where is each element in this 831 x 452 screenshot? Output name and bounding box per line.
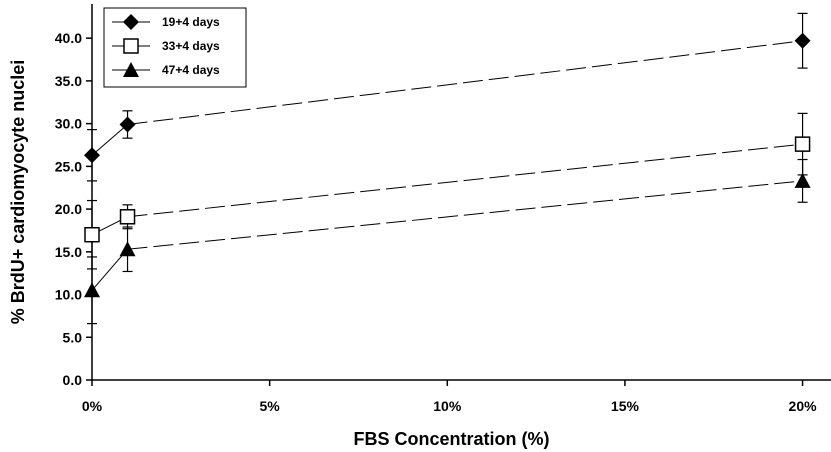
y-tick-label: 10.0	[55, 287, 82, 303]
y-tick-label: 0.0	[63, 372, 83, 388]
series-2	[84, 112, 811, 270]
data-point	[84, 226, 100, 243]
series-line-segment	[91, 124, 128, 156]
x-tick-label: 20%	[789, 398, 818, 414]
legend-label: 47+4 days	[162, 63, 220, 77]
x-tick-label: 10%	[433, 398, 462, 414]
legend: 19+4 days 33+4 days 47+4 days	[103, 7, 247, 88]
legend-marker	[123, 62, 139, 77]
y-tick-label: 5.0	[63, 329, 83, 345]
y-tick-label: 15.0	[55, 244, 82, 260]
series-line-segment	[127, 180, 803, 250]
plot-area	[84, 12, 811, 325]
x-tick-label: 0%	[82, 398, 103, 414]
x-axis-ticks: 0% 5% 10% 15% 20%	[82, 380, 817, 414]
data-point	[794, 32, 811, 49]
series-line-segment	[127, 40, 803, 125]
data-point	[119, 116, 136, 133]
data-point	[119, 241, 136, 257]
data-point	[84, 282, 100, 298]
x-tick-label: 15%	[611, 398, 640, 414]
y-tick-label: 25.0	[55, 158, 82, 174]
legend-label: 19+4 days	[162, 15, 220, 29]
legend-marker	[123, 38, 139, 54]
legend-marker	[123, 14, 139, 30]
data-point	[794, 172, 811, 188]
y-tick-label: 35.0	[55, 73, 82, 89]
data-point	[794, 136, 811, 152]
series-3	[84, 158, 811, 325]
legend-label: 33+4 days	[162, 39, 220, 53]
y-axis-title: % BrdU+ cardiomyocyte nuclei	[8, 60, 28, 325]
series-1	[84, 12, 811, 182]
x-tick-label: 5%	[260, 398, 281, 414]
y-tick-label: 40.0	[55, 30, 82, 46]
series-line-segment	[127, 143, 803, 218]
y-tick-label: 30.0	[55, 116, 82, 132]
y-tick-label: 20.0	[55, 201, 82, 217]
x-axis-title: FBS Concentration (%)	[354, 429, 550, 449]
y-axis-ticks: 0.0 5.0 10.0 15.0 20.0 25.0 30.0 35.0 40.0	[55, 30, 92, 388]
data-point	[84, 147, 100, 164]
data-point	[119, 209, 136, 225]
